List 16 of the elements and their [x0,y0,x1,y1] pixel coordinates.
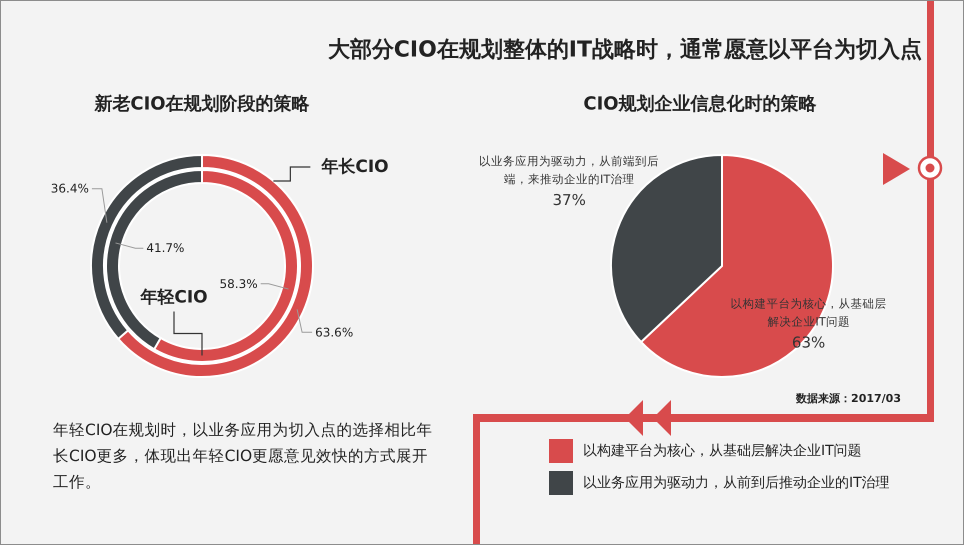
legend-label: 以业务应用为驱动力，从前到后推动企业的IT治理 [583,475,890,491]
slice-label: 年轻CIO [139,288,208,308]
data-label: 41.7% [146,241,184,256]
slice-label: 以构建平台为核心，从基础层解决企业IT问题 [730,296,887,328]
chart-title: 新老CIO在规划阶段的策略 [93,94,311,114]
legend-label: 以构建平台为核心，从基础层解决企业IT问题 [583,443,862,459]
data-label: 36.4% [50,182,89,196]
chart-subtitle: CIO规划企业信息化时的策略 [583,94,818,114]
text: 年轻CIO在规划时，以业务应用为切入点的选择相比年长CIO更多，体现出年轻CIO更愿意见效快的方式展开工作。 [53,421,433,491]
data-label: 37% [552,190,586,209]
slice-label: 以业务应用为驱动力，从前端到后端，来推动企业的IT治理 [479,154,660,186]
source-note: 数据来源：2017/03 [795,392,901,404]
data-label: 58.3% [220,276,258,291]
slice-label: 年长CIO [320,156,389,177]
data-label: 63.6% [315,325,354,340]
chart-title: 大部分CIO在规划整体的IT战略时，通常愿意以平台为切入点 [328,36,922,62]
